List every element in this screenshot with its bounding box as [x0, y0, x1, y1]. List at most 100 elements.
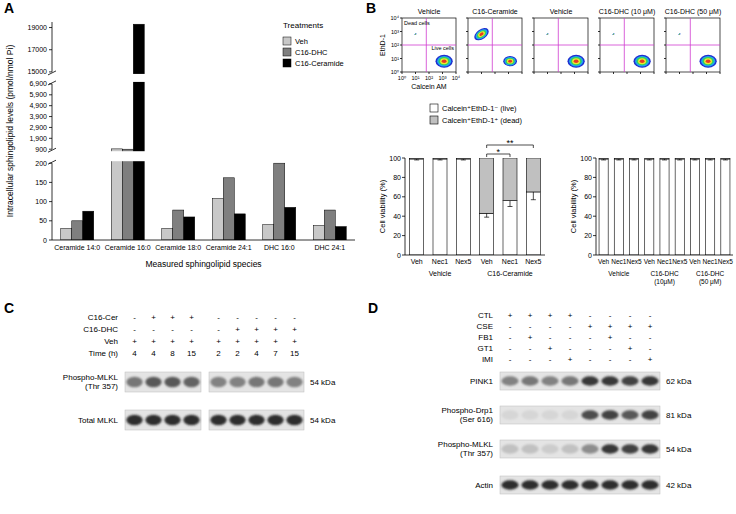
significance-label: **	[506, 138, 514, 148]
label-line: PINK1	[470, 377, 494, 386]
x-tick	[442, 72, 443, 74]
plot-frame	[666, 18, 720, 72]
bar	[263, 225, 274, 240]
label-line: C16-Ceramide	[487, 270, 533, 277]
x-tick	[613, 72, 614, 74]
bar	[173, 210, 184, 240]
band	[126, 377, 142, 387]
band	[541, 376, 558, 385]
significance-bracket	[486, 154, 487, 157]
condition-label: C16-Cer	[88, 313, 119, 322]
label-line: Vehicle	[608, 270, 629, 277]
band	[581, 376, 598, 385]
condition-value: -	[549, 355, 552, 364]
band	[210, 415, 226, 425]
bar	[721, 159, 730, 255]
y-axis	[596, 158, 597, 255]
x-tick	[588, 72, 589, 74]
error-cap	[508, 206, 513, 207]
condition-value: +	[608, 333, 613, 342]
label-line: (50 μM)	[699, 278, 722, 286]
y-tick-label: 100	[580, 155, 592, 162]
significance-bracket	[533, 145, 534, 148]
band	[581, 410, 598, 419]
error-cap	[531, 199, 536, 200]
bar	[410, 158, 424, 159]
y-tick-label: 0	[43, 237, 47, 244]
y-tick	[598, 45, 600, 46]
band-size: 54 kDa	[310, 378, 336, 387]
group-label: C16-Ceramide	[487, 270, 533, 277]
y-tick-label: 40	[393, 213, 401, 220]
y-tick-label: 1,900	[29, 135, 47, 142]
x-tick-label: Veh	[689, 258, 701, 265]
y-tick-label: 150	[35, 179, 47, 186]
y-tick-label: 19000	[28, 24, 48, 31]
condition-label: Time (h)	[89, 349, 119, 358]
dead-population	[474, 27, 490, 41]
band	[267, 415, 283, 425]
condition-value: -	[293, 313, 296, 322]
live-population	[706, 59, 711, 63]
plot-frame	[534, 18, 588, 72]
live-population	[637, 57, 648, 65]
band	[561, 410, 578, 419]
x-tick-label: Nec1	[703, 258, 719, 265]
bar	[526, 192, 540, 255]
condition-value: -	[509, 344, 512, 353]
condition-value: -	[529, 355, 532, 364]
y-tick	[598, 31, 600, 32]
x-tick	[547, 72, 548, 74]
y-tick-label: 5,900	[29, 91, 47, 98]
y-tick	[598, 72, 600, 73]
dead-population	[547, 33, 549, 34]
x-tick-label: Nec1	[611, 258, 627, 265]
x-tick	[679, 72, 680, 74]
live-population	[440, 58, 448, 64]
plot-title: C16-Ceramide	[472, 8, 518, 15]
dead-population	[546, 33, 548, 35]
band	[286, 377, 302, 387]
live-population	[634, 55, 651, 68]
group-label: Vehicle	[608, 270, 629, 277]
bar	[83, 211, 94, 240]
x-tick	[429, 72, 430, 74]
label-line: (10μM)	[654, 278, 675, 286]
y-tick	[593, 216, 596, 217]
y-tick	[532, 72, 534, 73]
band-size: 54 kDa	[310, 416, 336, 425]
blot-strip	[500, 372, 660, 390]
y-tick-label: 10¹	[391, 56, 399, 62]
y-tick	[49, 105, 52, 106]
condition-value: -	[629, 333, 632, 342]
bar	[223, 178, 234, 240]
error-cap	[461, 159, 466, 160]
y-tick	[49, 163, 52, 164]
y-tick	[49, 149, 52, 150]
y-tick	[49, 201, 52, 202]
bar	[503, 158, 517, 201]
y-tick	[400, 31, 402, 32]
y-tick	[402, 216, 405, 217]
condition-value: -	[509, 355, 512, 364]
bar	[184, 217, 195, 240]
y-tick-label: 15000	[28, 68, 48, 75]
condition-value: -	[152, 325, 155, 334]
dead-population	[678, 33, 680, 35]
bar	[660, 158, 669, 159]
live-population	[503, 56, 517, 66]
panel-letter: B	[366, 0, 376, 16]
band	[183, 415, 199, 425]
y-tick-label: 10²	[391, 42, 399, 48]
blot-strip	[125, 410, 201, 430]
x-tick-label: 10²	[425, 75, 433, 81]
dead-population	[678, 33, 681, 35]
label-line: (Thr 357)	[85, 382, 118, 391]
band-label: Total MLKL	[78, 416, 119, 425]
y-tick	[402, 196, 405, 197]
condition-value: 15	[187, 349, 196, 358]
y-tick-label: 200	[35, 160, 47, 167]
bar	[433, 159, 447, 255]
y-tick	[598, 18, 600, 19]
condition-value: +	[189, 337, 194, 346]
